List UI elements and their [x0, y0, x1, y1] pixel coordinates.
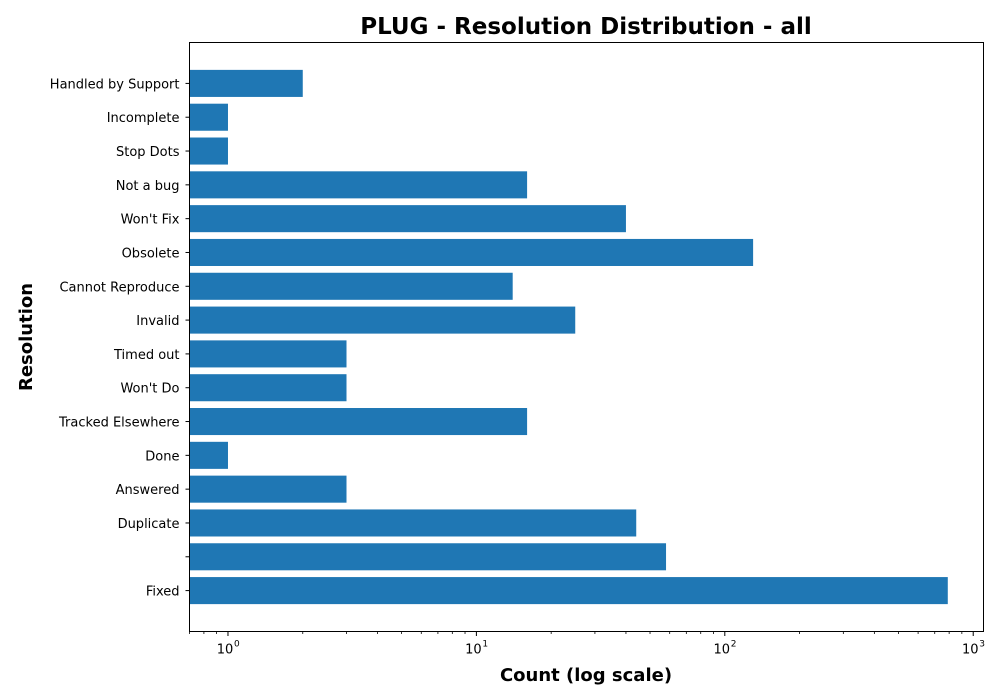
y-tick-label: Duplicate — [118, 517, 180, 532]
x-tick-exponent: 3 — [979, 640, 985, 650]
bars-layer — [189, 69, 948, 605]
plot-frame — [189, 42, 984, 632]
y-tick-label: Cannot Reproduce — [59, 280, 179, 295]
chart-title: PLUG - Resolution Distribution - all — [360, 14, 812, 40]
y-tick-label: Tracked Elsewhere — [58, 416, 179, 431]
bar — [189, 238, 754, 266]
y-tick-label: Stop Dots — [116, 145, 180, 160]
y-tick-label: Won't Do — [120, 382, 179, 397]
y-axis-label: Resolution — [16, 283, 37, 391]
x-ticks-layer: 10 0 10 1 10 2 10 3 — [189, 631, 985, 658]
y-tick-label: Fixed — [146, 585, 180, 600]
bar — [189, 374, 347, 402]
x-tick-label: 10 — [714, 643, 731, 658]
bar — [189, 543, 667, 571]
bar — [189, 577, 948, 605]
y-tick-label: Handled by Support — [50, 77, 180, 92]
bar — [189, 509, 637, 537]
bar — [189, 103, 228, 131]
y-tick-label: Answered — [116, 483, 180, 498]
x-tick-exponent: 0 — [234, 640, 240, 650]
x-tick-label: 10 — [962, 643, 979, 658]
bar — [189, 171, 528, 199]
y-tick-label: Obsolete — [122, 246, 180, 261]
x-tick-label: 10 — [217, 643, 234, 658]
x-axis-label: Count (log scale) — [500, 665, 672, 686]
x-tick-label: 10 — [465, 643, 482, 658]
y-tick-label: Timed out — [113, 348, 180, 363]
bar — [189, 340, 347, 368]
y-tick-label: Won't Fix — [121, 213, 180, 228]
bar — [189, 441, 228, 469]
bar — [189, 137, 228, 165]
bar — [189, 306, 576, 334]
y-tick-label: Incomplete — [107, 111, 180, 126]
y-tick-label: Invalid — [136, 314, 179, 329]
x-tick-exponent: 1 — [482, 640, 488, 650]
bar — [189, 272, 513, 300]
bar — [189, 408, 528, 436]
bar — [189, 69, 303, 97]
bar — [189, 205, 626, 233]
y-tick-label: Not a bug — [116, 179, 180, 194]
y-tick-label: Done — [145, 449, 179, 464]
x-tick-exponent: 2 — [731, 640, 737, 650]
bar — [189, 475, 347, 503]
y-ticks-layer: Fixed Duplicate Answered Done Tracked Elsewh… — [50, 77, 190, 600]
